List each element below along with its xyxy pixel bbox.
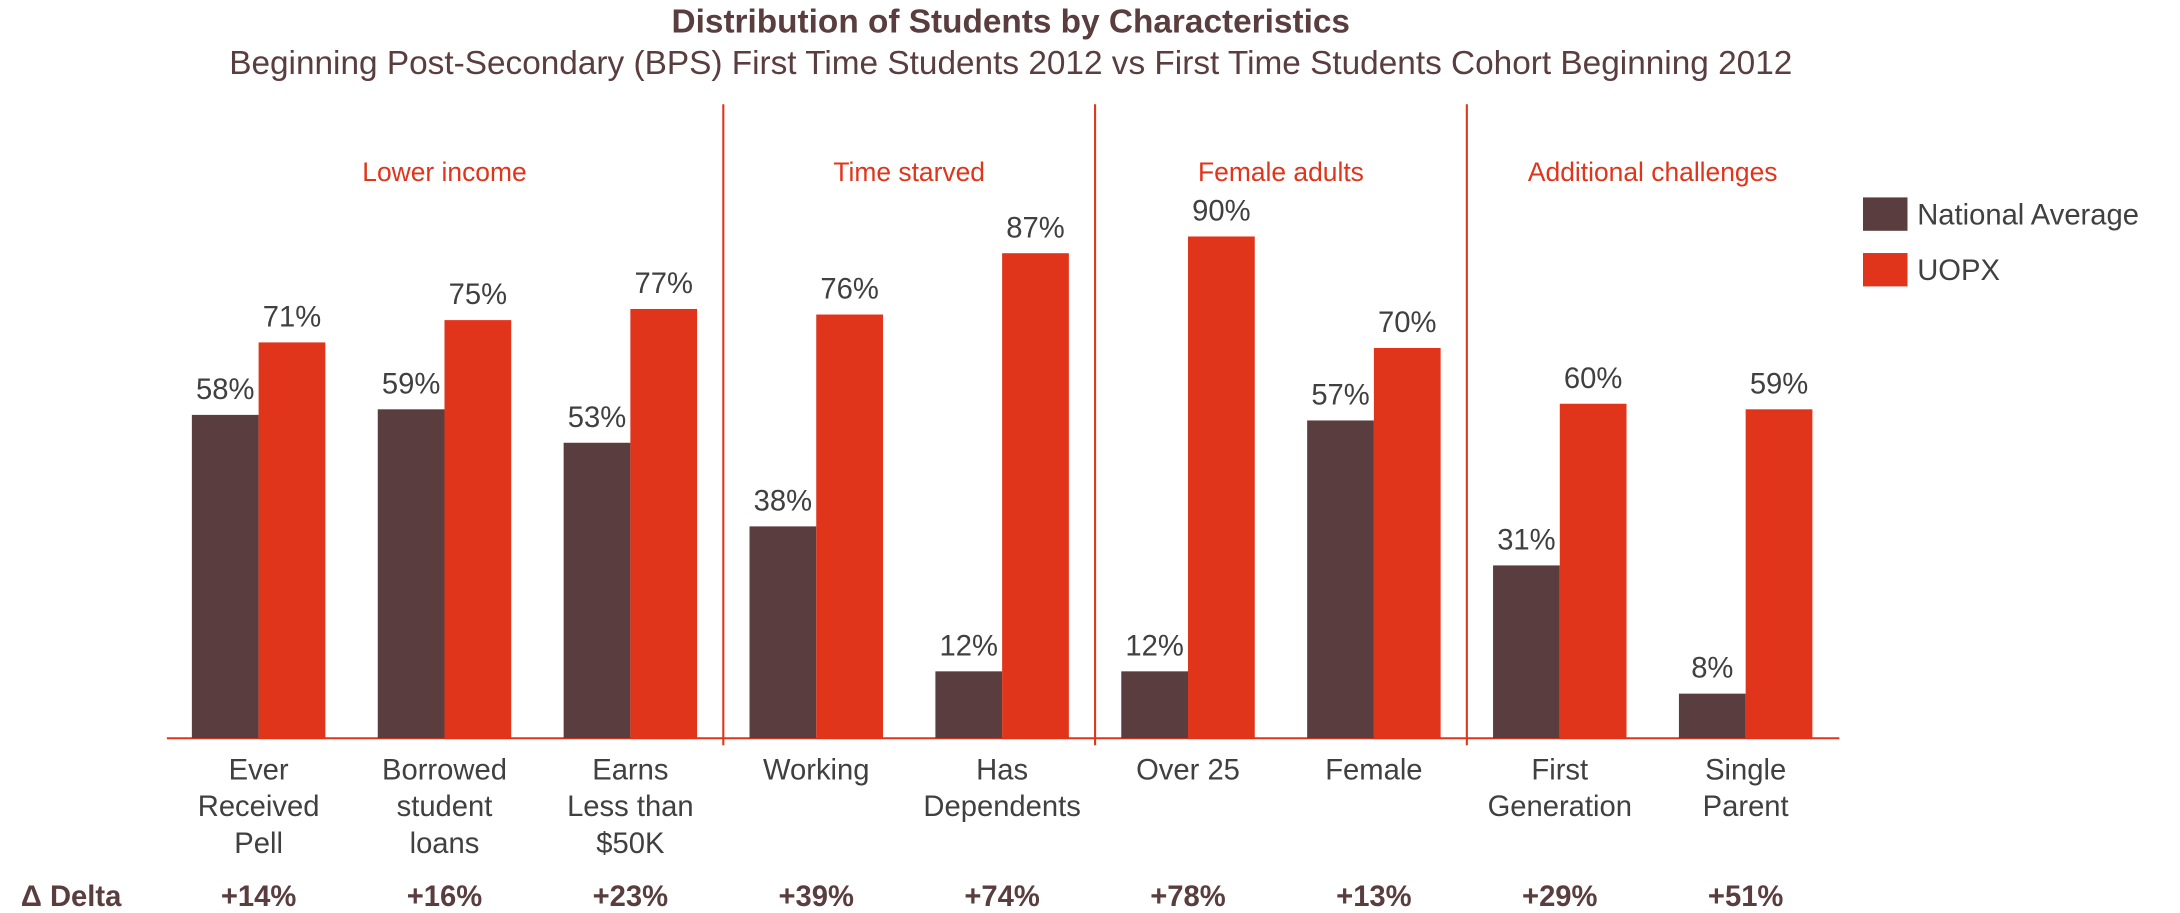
bar: [1307, 420, 1374, 739]
value-label: 8%: [1691, 653, 1733, 685]
x-tick-label: Working: [763, 754, 870, 786]
value-label: 38%: [754, 485, 812, 517]
value-label: 59%: [1750, 368, 1808, 400]
bar: [1121, 671, 1189, 739]
group-label: Additional challenges: [1528, 157, 1778, 187]
value-label: 87%: [1006, 212, 1064, 244]
bar: [935, 671, 1003, 739]
delta-value: +16%: [407, 881, 483, 913]
legend-swatch: [1862, 253, 1908, 287]
x-tick-label: Over 25: [1136, 754, 1240, 786]
delta-value: +14%: [221, 881, 297, 913]
value-label: 90%: [1192, 196, 1250, 228]
legend-label: UOPX: [1917, 255, 2000, 287]
delta-value: +51%: [1708, 881, 1784, 913]
x-tick-label: Female: [1325, 754, 1422, 786]
bar: [1188, 236, 1255, 739]
group-label: Lower income: [362, 157, 526, 187]
x-tick-label: Has: [976, 754, 1028, 786]
bar: [1493, 565, 1560, 739]
value-label: 70%: [1378, 307, 1436, 339]
value-label: 58%: [196, 374, 254, 406]
value-label: 60%: [1564, 363, 1622, 395]
x-tick-label: Parent: [1703, 791, 1789, 823]
value-label: 59%: [382, 368, 440, 400]
x-tick-label: Borrowed: [382, 754, 507, 786]
delta-label: Δ Delta: [21, 881, 122, 913]
value-label: 31%: [1497, 524, 1555, 556]
x-tick-label: Less than: [567, 791, 694, 823]
chart-title: Distribution of Students by Characterist…: [672, 3, 1350, 40]
value-label: 53%: [568, 402, 626, 434]
value-label: 75%: [449, 279, 507, 311]
chart-subtitle: Beginning Post-Secondary (BPS) First Tim…: [229, 45, 1792, 82]
value-label: 57%: [1311, 380, 1369, 412]
x-tick-label: Generation: [1488, 791, 1632, 823]
bar: [816, 314, 883, 739]
x-tick-label: Ever: [229, 754, 289, 786]
group-label: Female adults: [1198, 157, 1364, 187]
bar: [258, 342, 326, 739]
bar: [630, 308, 698, 739]
bar: [377, 409, 445, 739]
x-tick-label: Single: [1705, 754, 1786, 786]
x-tick-label: student: [397, 791, 493, 823]
x-tick-label: Received: [198, 791, 320, 823]
value-label: 71%: [263, 301, 321, 333]
x-tick-label: loans: [410, 828, 480, 860]
bar: [191, 414, 259, 739]
delta-value: +13%: [1336, 881, 1412, 913]
value-label: 76%: [820, 274, 878, 306]
x-tick-label: $50K: [596, 828, 665, 860]
bar: [444, 320, 512, 739]
delta-value: +78%: [1150, 881, 1226, 913]
bar: [1559, 403, 1627, 739]
bar: [1373, 347, 1441, 739]
legend-label: National Average: [1917, 200, 2139, 232]
bar: [1745, 409, 1813, 739]
delta-value: +74%: [964, 881, 1040, 913]
delta-value: +39%: [779, 881, 855, 913]
x-tick-label: Dependents: [923, 791, 1080, 823]
bar: [749, 526, 817, 739]
delta-value: +29%: [1522, 881, 1598, 913]
x-tick-label: Earns: [592, 754, 668, 786]
bar: [1002, 253, 1069, 739]
value-label: 12%: [1125, 630, 1183, 662]
group-label: Time starved: [833, 157, 985, 187]
x-tick-label: First: [1531, 754, 1588, 786]
value-label: 12%: [940, 630, 998, 662]
bar: [563, 442, 631, 739]
bar: [1678, 693, 1746, 739]
legend-swatch: [1862, 197, 1908, 231]
x-tick-label: Pell: [234, 828, 283, 860]
delta-value: +23%: [593, 881, 669, 913]
value-label: 77%: [635, 268, 693, 300]
